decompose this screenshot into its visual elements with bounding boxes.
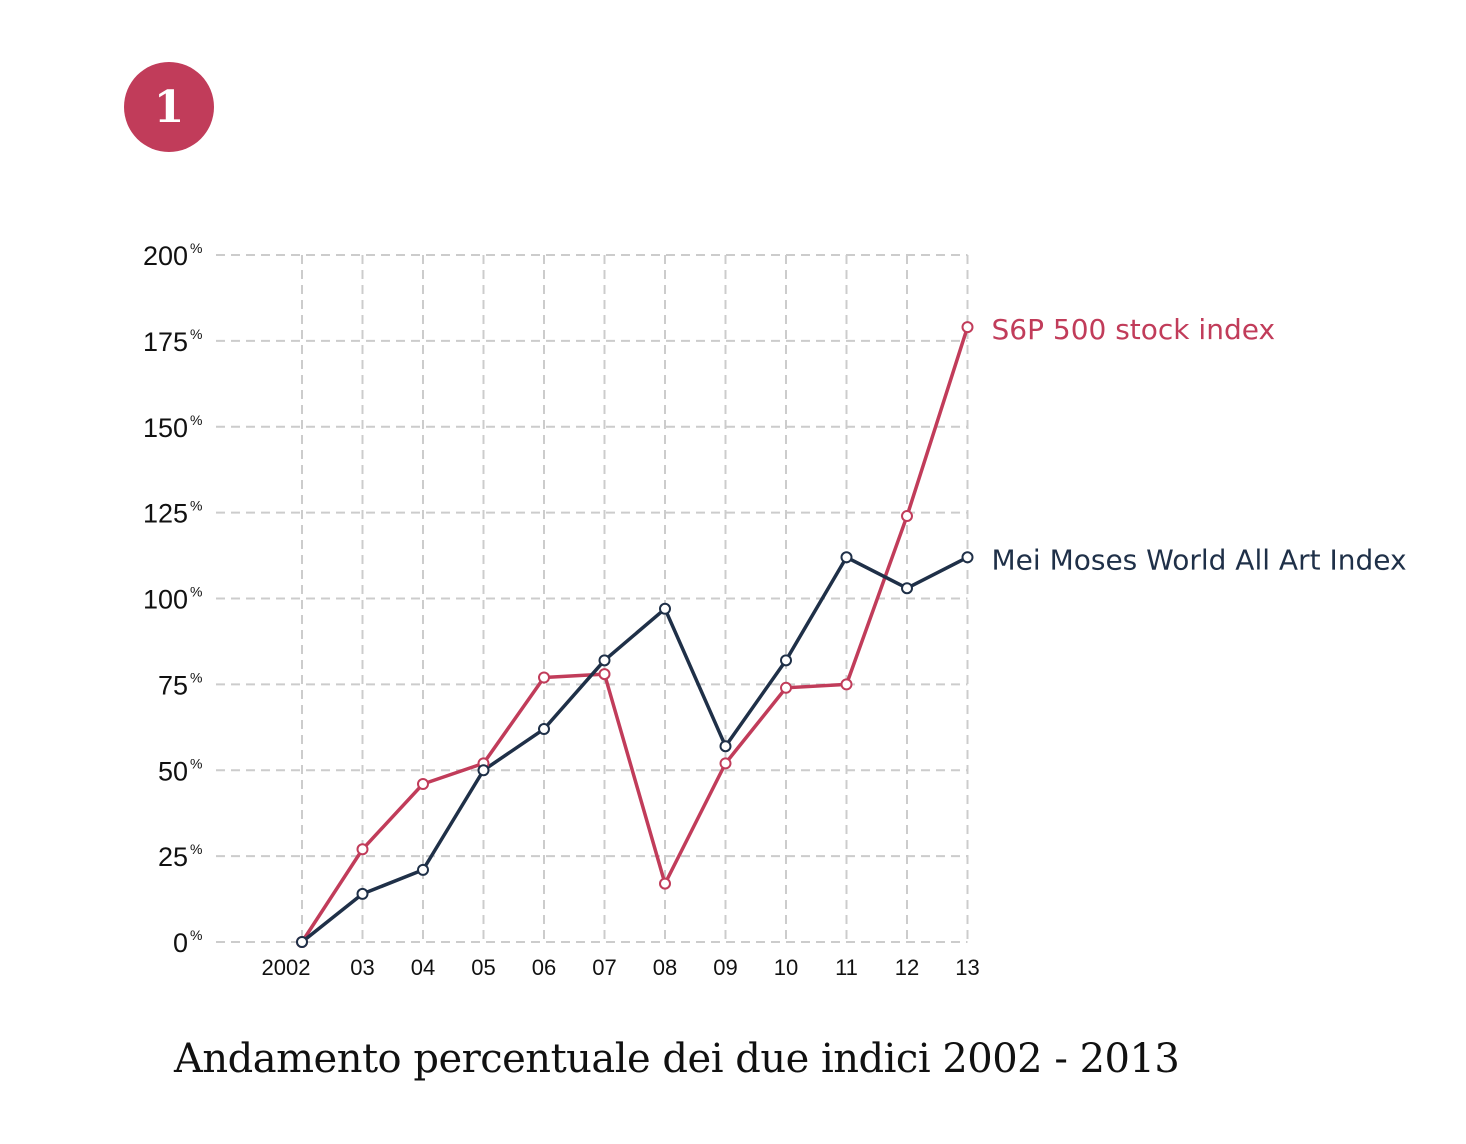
x-tick-label: 06 — [532, 955, 556, 980]
chart-series: S6P 500 stock index Mei Moses World All A… — [296, 313, 1407, 948]
data-point — [538, 723, 550, 736]
data-point — [417, 777, 429, 790]
y-tick-unit: % — [190, 584, 202, 600]
y-tick-label: 25 — [158, 842, 188, 872]
x-tick-label: 2002 — [262, 955, 311, 980]
data-point — [477, 764, 490, 777]
y-tick-label: 100 — [143, 585, 188, 615]
data-point — [417, 863, 429, 876]
data-point — [659, 602, 671, 615]
section-number-badge: 1 — [124, 62, 214, 152]
data-point — [356, 887, 369, 900]
y-tick-unit: % — [190, 841, 202, 857]
y-tick-unit: % — [190, 669, 202, 685]
y-tick-label: 200 — [143, 241, 188, 271]
data-point — [901, 510, 913, 523]
data-point — [598, 654, 611, 667]
data-point — [719, 740, 732, 753]
data-point — [901, 582, 913, 595]
y-tick-label: 150 — [143, 413, 188, 443]
data-point — [961, 321, 974, 334]
y-tick-unit: % — [190, 326, 202, 342]
y-tick-unit: % — [190, 755, 202, 771]
x-tick-label: 07 — [592, 955, 616, 980]
x-tick-label: 09 — [713, 955, 737, 980]
data-point — [296, 936, 308, 948]
y-tick-label: 175 — [143, 327, 188, 357]
x-axis-ticks: 2002 03 04 05 06 07 08 09 10 11 12 13 — [262, 955, 980, 980]
x-tick-label: 03 — [350, 955, 374, 980]
data-point — [659, 877, 671, 890]
y-tick-label: 75 — [158, 670, 188, 700]
y-tick-label: 125 — [143, 499, 188, 529]
data-point — [780, 681, 792, 694]
data-point — [780, 654, 792, 667]
y-axis-ticks: 0 %25 %50 %75 %100 %125 %150 %175 %200% — [143, 240, 203, 958]
data-point — [538, 671, 550, 684]
series-label: Mei Moses World All Art Index — [992, 543, 1407, 576]
y-tick-unit: % — [190, 498, 202, 514]
x-tick-label: 10 — [774, 955, 798, 980]
chart-caption: Andamento percentuale dei due indici 200… — [174, 1036, 1180, 1082]
y-tick-label: 0 — [173, 928, 188, 958]
data-point — [356, 843, 369, 856]
y-tick-unit: % — [190, 927, 202, 943]
chart-grid — [216, 254, 969, 943]
series-label: S6P 500 stock index — [992, 313, 1276, 346]
x-tick-label: 11 — [835, 955, 858, 980]
x-tick-label: 12 — [895, 955, 919, 980]
y-tick-label: 50 — [158, 756, 188, 786]
section-number: 1 — [153, 81, 185, 133]
data-point — [840, 551, 853, 564]
series-line — [300, 326, 970, 943]
y-tick-unit: % — [190, 240, 202, 256]
y-tick-unit: % — [190, 412, 202, 428]
data-point — [719, 757, 732, 770]
series-line — [300, 555, 969, 944]
data-point — [961, 551, 974, 564]
x-tick-label: 04 — [411, 955, 435, 980]
data-point — [840, 678, 853, 691]
x-tick-label: 13 — [955, 955, 979, 980]
x-tick-label: 05 — [471, 955, 495, 980]
x-tick-label: 08 — [653, 955, 677, 980]
data-point — [598, 668, 611, 681]
